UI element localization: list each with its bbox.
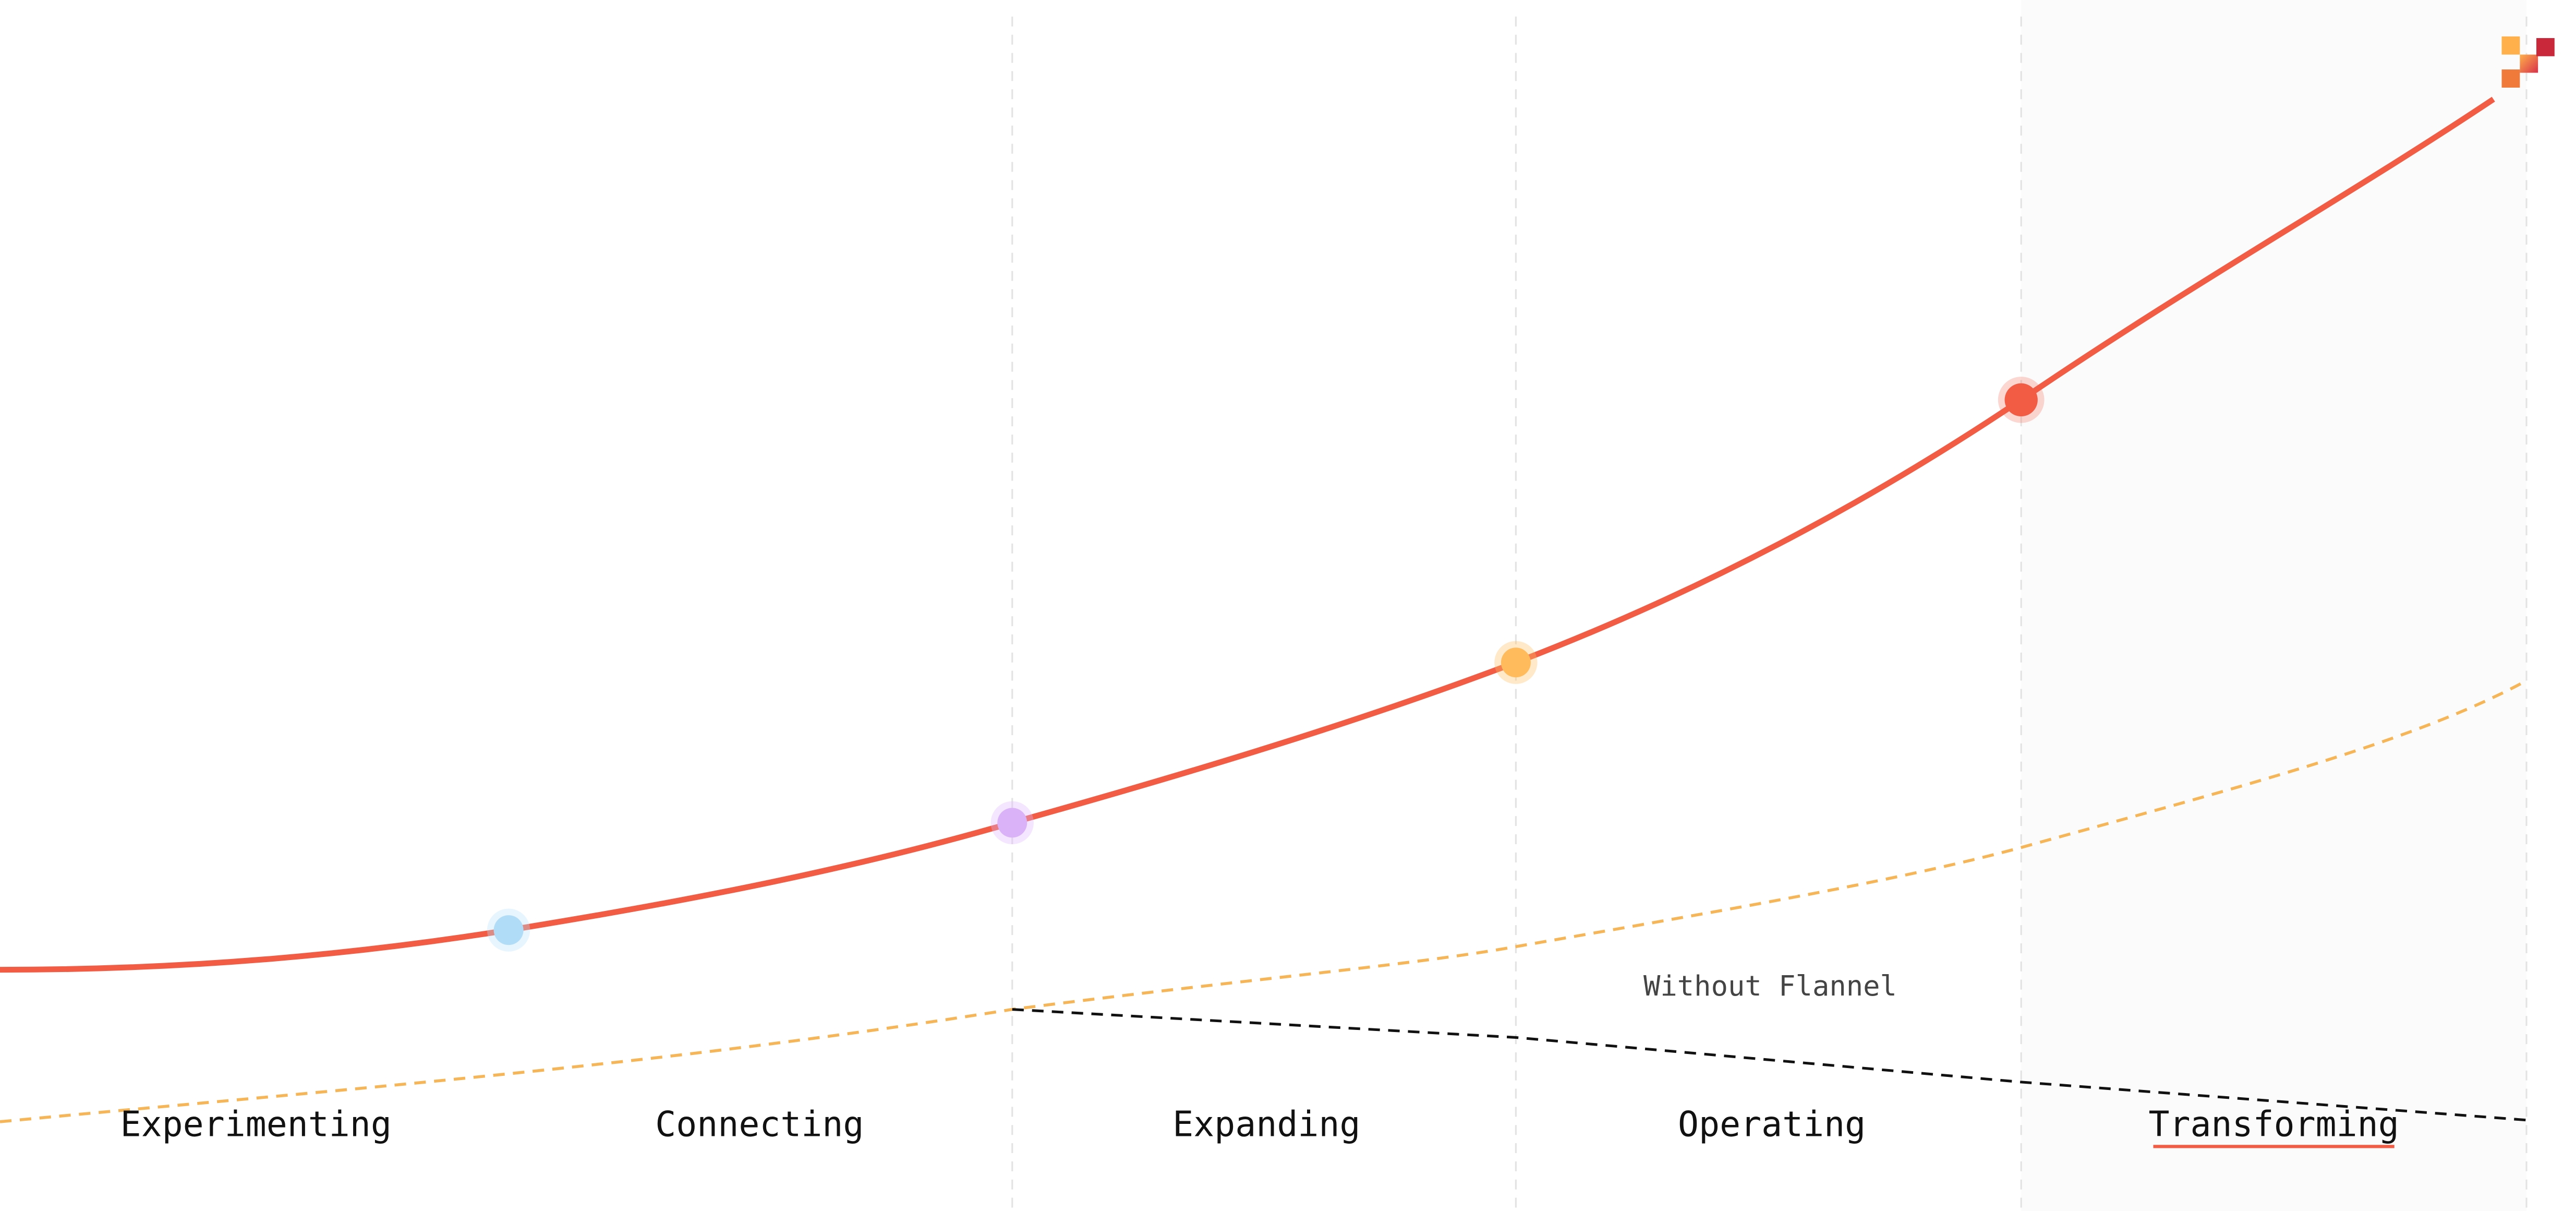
stage-label[interactable]: Transforming bbox=[2149, 1104, 2399, 1144]
baseline-curve bbox=[0, 679, 2527, 1123]
dividers bbox=[1011, 16, 2527, 1211]
logo bbox=[2501, 36, 2555, 88]
growth-curve bbox=[0, 97, 2495, 973]
active-region bbox=[2021, 0, 2527, 1211]
without-curve bbox=[1012, 1008, 2527, 1122]
stage-label[interactable]: Operating bbox=[1678, 1104, 1866, 1144]
milestones bbox=[487, 377, 2045, 952]
stage-label[interactable]: Connecting bbox=[655, 1104, 864, 1144]
stage-label[interactable]: Expanding bbox=[1172, 1104, 1360, 1144]
annotation: Without Flannel bbox=[1643, 969, 1897, 1002]
stage-label[interactable]: Experimenting bbox=[120, 1104, 392, 1144]
